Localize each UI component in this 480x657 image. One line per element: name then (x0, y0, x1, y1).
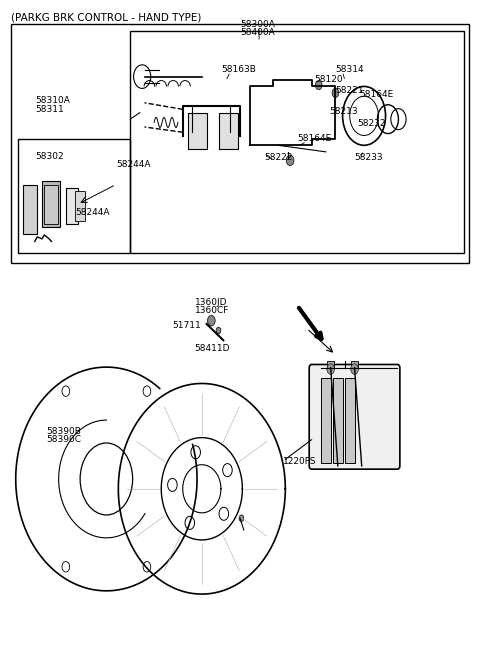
Text: 58232: 58232 (357, 119, 385, 128)
Circle shape (315, 81, 322, 90)
Circle shape (327, 364, 335, 374)
Bar (23, 185, 37, 234)
Circle shape (216, 327, 221, 334)
FancyBboxPatch shape (309, 365, 400, 469)
Text: 58164E: 58164E (360, 90, 394, 99)
Circle shape (351, 364, 359, 374)
Bar (188, 112, 206, 148)
Text: 58390B: 58390B (47, 426, 82, 436)
Circle shape (332, 89, 339, 97)
Bar (345, 378, 355, 463)
Text: 58300A: 58300A (240, 20, 275, 29)
Text: 58120: 58120 (314, 76, 343, 84)
Text: 58244A: 58244A (116, 160, 150, 170)
Bar (333, 378, 343, 463)
Text: 58390C: 58390C (47, 435, 82, 444)
Text: 58411D: 58411D (195, 344, 230, 353)
Bar (75, 191, 85, 221)
Text: 1220FS: 1220FS (283, 457, 316, 466)
Text: 58302: 58302 (36, 152, 64, 161)
Text: 58314: 58314 (336, 65, 364, 74)
Bar (218, 112, 238, 148)
Bar (321, 378, 331, 463)
Text: (PARKG BRK CONTROL - HAND TYPE): (PARKG BRK CONTROL - HAND TYPE) (11, 12, 201, 23)
Text: 58163B: 58163B (221, 65, 256, 74)
Text: 1360CF: 1360CF (195, 306, 229, 315)
Bar (66, 188, 78, 224)
Text: 58311: 58311 (36, 105, 64, 114)
Text: 58164E: 58164E (297, 134, 332, 143)
Text: 58310A: 58310A (36, 97, 71, 105)
Text: 58233: 58233 (355, 152, 383, 162)
Text: 58400A: 58400A (240, 28, 275, 37)
Text: 58221: 58221 (336, 86, 364, 95)
Text: 1360JD: 1360JD (195, 298, 227, 307)
Circle shape (239, 515, 244, 522)
Bar (327, 361, 335, 368)
Bar (44, 185, 58, 224)
Text: 58213: 58213 (330, 107, 359, 116)
Circle shape (207, 315, 215, 326)
Circle shape (286, 155, 294, 166)
Text: 51711: 51711 (172, 321, 201, 330)
Text: 58222: 58222 (264, 152, 292, 162)
Bar (42, 181, 60, 227)
Bar (351, 361, 359, 368)
Text: 58244A: 58244A (75, 208, 110, 217)
